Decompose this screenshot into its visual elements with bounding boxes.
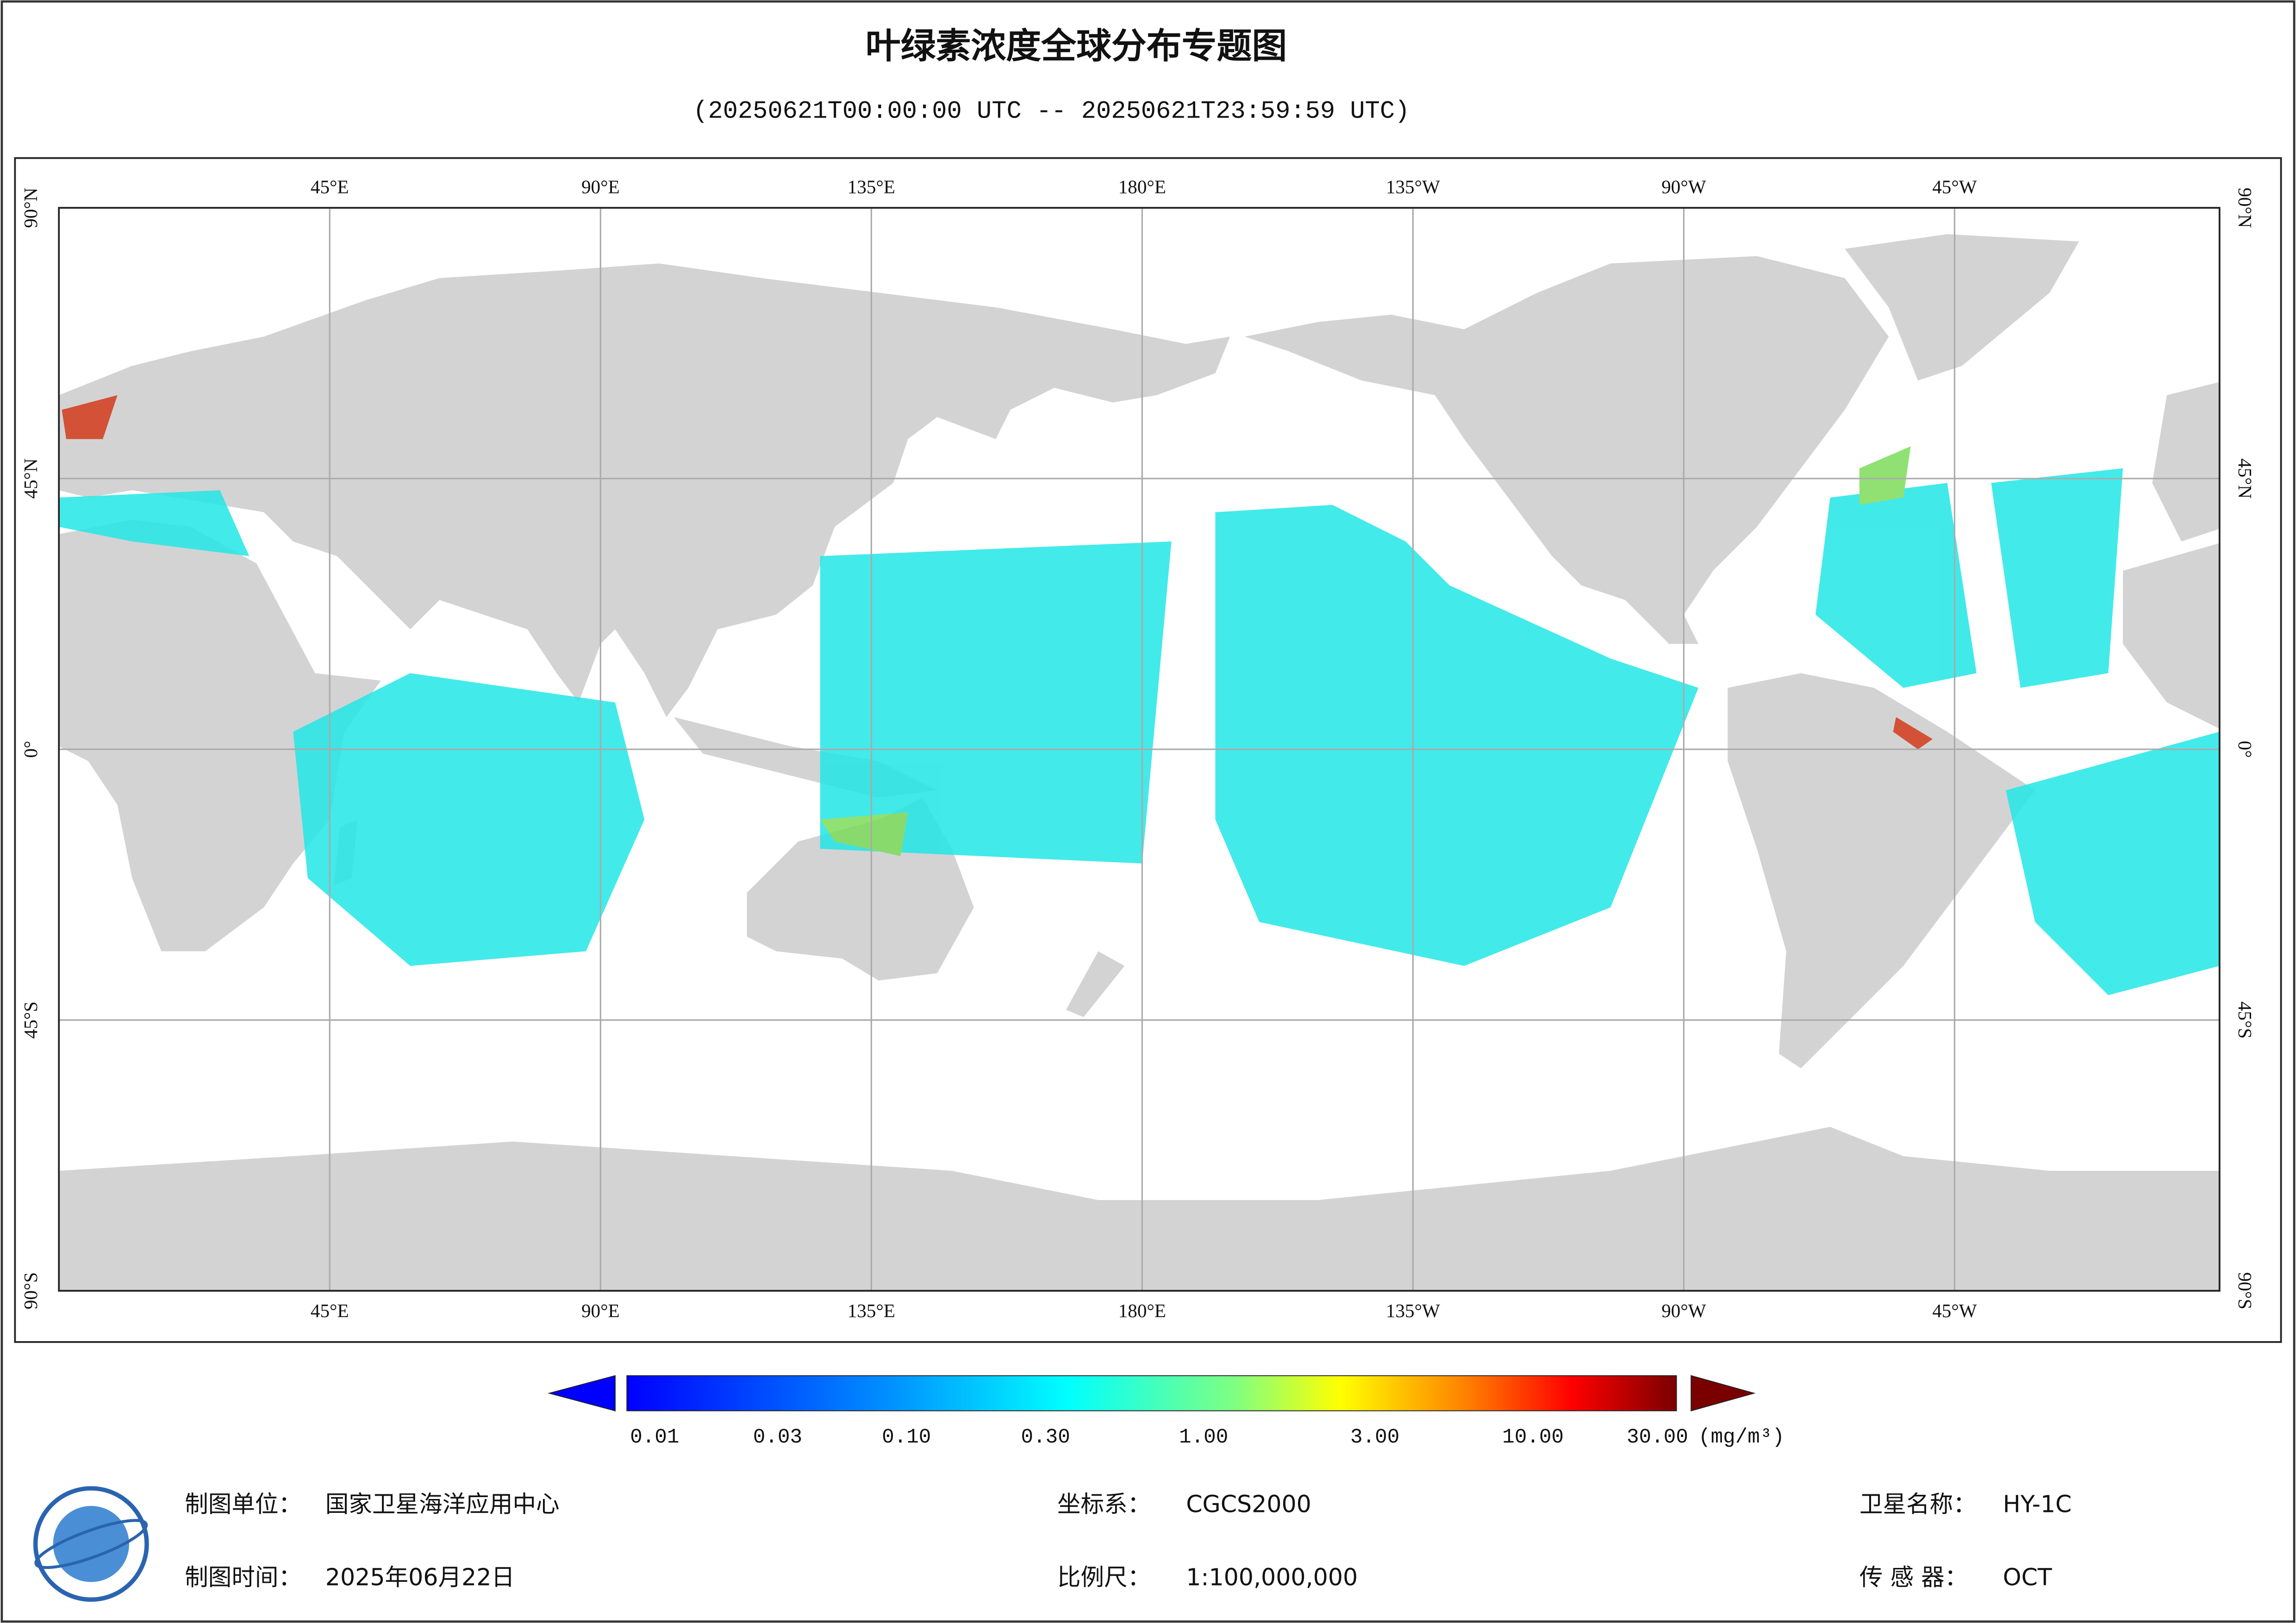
chl-patch <box>1215 504 1699 966</box>
map-frame <box>14 157 2282 1343</box>
footer-value: OCT <box>2003 1564 2053 1591</box>
graticule <box>59 208 2220 1291</box>
colorbar-label: 0.10 <box>882 1426 931 1449</box>
footer-label: 制图单位： <box>185 1491 302 1518</box>
colorbar-label: 0.01 <box>630 1426 679 1449</box>
map <box>59 208 2220 1291</box>
footer-value: 1:100,000,000 <box>1186 1564 1358 1591</box>
colorbar-low-arrow <box>547 1375 616 1412</box>
lon-label: 90°W <box>1661 1300 1706 1321</box>
lon-label: 90°W <box>1661 176 1706 197</box>
lat-label: 90°N <box>2234 187 2256 228</box>
logo-globe <box>53 1506 130 1582</box>
chl-patch <box>293 673 645 966</box>
footer-value: 国家卫星海洋应用中心 <box>325 1491 560 1518</box>
footer-label: 坐标系： <box>1057 1491 1151 1518</box>
lon-label: 90°E <box>581 176 620 197</box>
chlorophyll <box>59 395 2220 995</box>
lon-label: 45°W <box>1932 1300 1977 1321</box>
colorbar-bar <box>626 1375 1677 1412</box>
colorbar-label: 3.00 <box>1350 1426 1399 1449</box>
title: 叶绿素浓度全球分布专题图 <box>866 25 1287 66</box>
footer-label: 传 感 器： <box>1859 1564 1968 1591</box>
lat-label: 0° <box>2234 741 2256 758</box>
lon-label: 135°E <box>848 176 895 197</box>
antarctica <box>59 1126 2220 1291</box>
lat-label: 90°N <box>20 187 41 228</box>
logo-orbit <box>34 1519 148 1569</box>
new-zealand <box>1066 951 1125 1017</box>
north-america <box>1244 256 1889 644</box>
south-america <box>1728 673 2035 1069</box>
footer-value: HY-1C <box>2003 1491 2072 1518</box>
subtitle: (20250621T00:00:00 UTC -- 20250621T23:59… <box>693 98 1410 126</box>
lat-label: 90°S <box>2234 1272 2256 1309</box>
logo <box>33 1486 149 1602</box>
lon-label: 135°W <box>1386 176 1440 197</box>
chl-patch <box>820 541 1172 864</box>
lon-label: 45°E <box>311 176 349 197</box>
lon-label: 180°E <box>1118 1300 1166 1321</box>
footer-label: 制图时间： <box>185 1564 302 1591</box>
chl-patch <box>2006 732 2220 995</box>
lat-label: 0° <box>20 741 41 758</box>
graticule-labels: 45°E 45°E 90°E 90°E 135°E 135°E 180°E 180°E 135°… <box>20 176 2256 1321</box>
chl-patch <box>1893 717 1933 750</box>
lon-label: 180°E <box>1118 176 1166 197</box>
lon-label: 90°E <box>581 1300 620 1321</box>
lat-label: 45°N <box>2234 458 2256 498</box>
lon-label: 45°W <box>1932 176 1977 197</box>
lon-label: 135°W <box>1386 1300 1440 1321</box>
colorbar-unit: (mg/m³) <box>1698 1426 1784 1449</box>
footer-label: 卫星名称： <box>1859 1491 1977 1518</box>
greenland <box>1845 234 2079 381</box>
west-africa <box>2123 543 2220 729</box>
lat-label: 90°S <box>20 1272 41 1309</box>
chl-patch <box>1816 483 1977 688</box>
lat-label: 45°S <box>2234 1001 2256 1038</box>
colorbar-label: 0.03 <box>753 1426 802 1449</box>
colorbar-labels: 0.01 0.03 0.10 0.30 1.00 3.00 10.00 30.00 <box>630 1426 1688 1449</box>
lon-label: 45°E <box>311 1300 349 1321</box>
colorbar-label: 1.00 <box>1179 1426 1228 1449</box>
colorbar-high-arrow <box>1691 1375 1756 1412</box>
colorbar: 0.01 0.03 0.10 0.30 1.00 3.00 10.00 30.00 (mg/m… <box>547 1375 1784 1449</box>
colorbar-label: 10.00 <box>1502 1426 1564 1449</box>
africa <box>59 519 381 951</box>
colorbar-label: 0.30 <box>1021 1426 1070 1449</box>
chl-patch <box>59 490 250 556</box>
europe-east <box>2152 382 2220 542</box>
chl-patch <box>1859 446 1911 505</box>
map-border <box>58 207 2221 1292</box>
eurasia <box>59 263 1230 717</box>
chl-patch <box>1991 468 2123 688</box>
footer-value: CGCS2000 <box>1186 1491 1311 1518</box>
lat-label: 45°S <box>20 1001 41 1038</box>
colorbar-label: 30.00 <box>1627 1426 1688 1449</box>
footer-label: 比例尺： <box>1057 1564 1151 1591</box>
land <box>59 234 2220 1291</box>
footer: 制图单位： 国家卫星海洋应用中心 制图时间： 2025年06月22日 坐标系： … <box>185 1491 2071 1591</box>
lon-label: 135°E <box>848 1300 895 1321</box>
chl-patch <box>820 812 908 856</box>
lat-label: 45°N <box>20 458 41 498</box>
footer-value: 2025年06月22日 <box>325 1564 515 1591</box>
